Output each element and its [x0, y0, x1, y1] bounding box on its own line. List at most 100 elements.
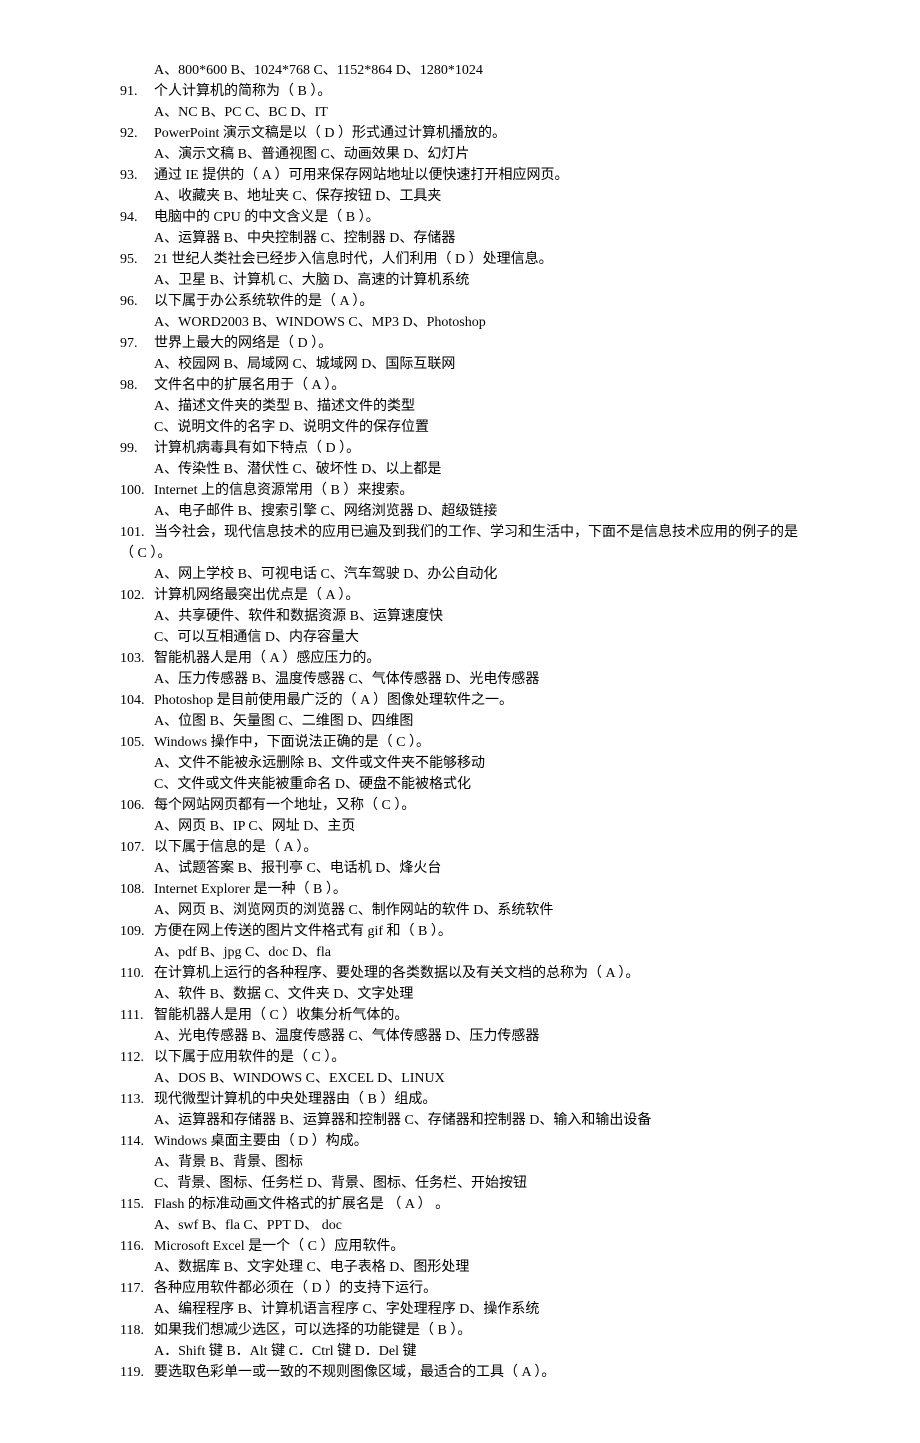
- question-line: 95.21 世纪人类社会已经步入信息时代，人们利用（ D ）处理信息。: [120, 249, 800, 270]
- options-line: A、传染性 B、潜伏性 C、破坏性 D、以上都是: [120, 459, 800, 480]
- question-line: 100.Internet 上的信息资源常用（ B ）来搜索。: [120, 480, 800, 501]
- options-line: A、试题答案 B、报刊亭 C、电话机 D、烽火台: [120, 858, 800, 879]
- options-line: A、文件不能被永远删除 B、文件或文件夹不能够移动: [120, 753, 800, 774]
- question-text: Windows 桌面主要由（ D ）构成。: [154, 1134, 368, 1149]
- question-line: 104.Photoshop 是目前使用最广泛的（ A ）图像处理软件之一。: [120, 690, 800, 711]
- question-text: 世界上最大的网络是（ D ）。: [154, 336, 332, 351]
- options-line: A、运算器 B、中央控制器 C、控制器 D、存储器: [120, 228, 800, 249]
- question-line: 108.Internet Explorer 是一种（ B ）。: [120, 879, 800, 900]
- question-number: 115.: [120, 1194, 154, 1215]
- question-number: 92.: [120, 123, 154, 144]
- options-line: A、WORD2003 B、WINDOWS C、MP3 D、Photoshop: [120, 312, 800, 333]
- question-text: 在计算机上运行的各种程序、要处理的各类数据以及有关文档的总称为（ A ）。: [154, 966, 639, 981]
- question-line: 114.Windows 桌面主要由（ D ）构成。: [120, 1131, 800, 1152]
- options-line: A、演示文稿 B、普通视图 C、动画效果 D、幻灯片: [120, 144, 800, 165]
- question-line: 97.世界上最大的网络是（ D ）。: [120, 333, 800, 354]
- question-number: 116.: [120, 1236, 154, 1257]
- options-line: A、描述文件夹的类型 B、描述文件的类型: [120, 396, 800, 417]
- question-text: 以下属于应用软件的是（ C ）。: [154, 1050, 345, 1065]
- options-line: A、软件 B、数据 C、文件夹 D、文字处理: [120, 984, 800, 1005]
- question-number: 114.: [120, 1131, 154, 1152]
- question-text: 智能机器人是用（ C ）收集分析气体的。: [154, 1008, 408, 1023]
- question-number: 111.: [120, 1005, 154, 1026]
- question-line: 93.通过 IE 提供的（ A ）可用来保存网站地址以便快速打开相应网页。: [120, 165, 800, 186]
- question-number: 99.: [120, 438, 154, 459]
- question-number: 91.: [120, 81, 154, 102]
- question-text: 计算机网络最突出优点是（ A ）。: [154, 588, 359, 603]
- question-number: 113.: [120, 1089, 154, 1110]
- question-line: 119.要选取色彩单一或一致的不规则图像区域，最适合的工具（ A ）。: [120, 1362, 800, 1383]
- question-text: 当今社会，现代信息技术的应用已遍及到我们的工作、学习和生活中，下面不是信息技术应…: [120, 525, 798, 561]
- question-number: 106.: [120, 795, 154, 816]
- question-number: 107.: [120, 837, 154, 858]
- question-line: 105.Windows 操作中，下面说法正确的是（ C ）。: [120, 732, 800, 753]
- question-text: 通过 IE 提供的（ A ）可用来保存网站地址以便快速打开相应网页。: [154, 168, 569, 183]
- question-text: 智能机器人是用（ A ）感应压力的。: [154, 651, 380, 666]
- options-line: A、收藏夹 B、地址夹 C、保存按钮 D、工具夹: [120, 186, 800, 207]
- options-line: A、网页 B、IP C、网址 D、主页: [120, 816, 800, 837]
- question-number: 117.: [120, 1278, 154, 1299]
- question-text: 21 世纪人类社会已经步入信息时代，人们利用（ D ）处理信息。: [154, 252, 553, 267]
- options-line: A、运算器和存储器 B、运算器和控制器 C、存储器和控制器 D、输入和输出设备: [120, 1110, 800, 1131]
- question-line: 92.PowerPoint 演示文稿是以（ D ）形式通过计算机播放的。: [120, 123, 800, 144]
- question-text: Internet 上的信息资源常用（ B ）来搜索。: [154, 483, 413, 498]
- question-line: 112.以下属于应用软件的是（ C ）。: [120, 1047, 800, 1068]
- question-line: 107.以下属于信息的是（ A ）。: [120, 837, 800, 858]
- question-number: 95.: [120, 249, 154, 270]
- question-number: 109.: [120, 921, 154, 942]
- options-line: A、pdf B、jpg C、doc D、fla: [120, 942, 800, 963]
- question-line: 111.智能机器人是用（ C ）收集分析气体的。: [120, 1005, 800, 1026]
- question-line: 110.在计算机上运行的各种程序、要处理的各类数据以及有关文档的总称为（ A ）…: [120, 963, 800, 984]
- question-text: 如果我们想减少选区，可以选择的功能键是（ B ）。: [154, 1323, 471, 1338]
- question-line: 103.智能机器人是用（ A ）感应压力的。: [120, 648, 800, 669]
- options-line: A、网页 B、浏览网页的浏览器 C、制作网站的软件 D、系统软件: [120, 900, 800, 921]
- question-text: Windows 操作中，下面说法正确的是（ C ）。: [154, 735, 430, 750]
- question-line: 116.Microsoft Excel 是一个（ C ）应用软件。: [120, 1236, 800, 1257]
- question-number: 94.: [120, 207, 154, 228]
- options-line: A、校园网 B、局域网 C、城域网 D、国际互联网: [120, 354, 800, 375]
- question-text: Microsoft Excel 是一个（ C ）应用软件。: [154, 1239, 404, 1254]
- options-line: A、NC B、PC C、BC D、IT: [120, 102, 800, 123]
- options-line: A．Shift 键 B．Alt 键 C．Ctrl 键 D．Del 键: [120, 1341, 800, 1362]
- question-number: 110.: [120, 963, 154, 984]
- question-line: 118.如果我们想减少选区，可以选择的功能键是（ B ）。: [120, 1320, 800, 1341]
- question-line: 91.个人计算机的简称为（ B ）。: [120, 81, 800, 102]
- question-text: 计算机病毒具有如下特点（ D ）。: [154, 441, 360, 456]
- question-line: 115.Flash 的标准动画文件格式的扩展名是 （ A ） 。: [120, 1194, 800, 1215]
- question-line: 99.计算机病毒具有如下特点（ D ）。: [120, 438, 800, 459]
- options-line: A、光电传感器 B、温度传感器 C、气体传感器 D、压力传感器: [120, 1026, 800, 1047]
- question-number: 100.: [120, 480, 154, 501]
- question-text: 每个网站网页都有一个地址，又称（ C ）。: [154, 798, 415, 813]
- question-number: 101.: [120, 522, 154, 543]
- question-number: 97.: [120, 333, 154, 354]
- question-text: 以下属于信息的是（ A ）。: [154, 840, 317, 855]
- question-text: 要选取色彩单一或一致的不规则图像区域，最适合的工具（ A ）。: [154, 1365, 555, 1380]
- document-body: A、800*600 B、1024*768 C、1152*864 D、1280*1…: [120, 60, 800, 1383]
- question-line: 102.计算机网络最突出优点是（ A ）。: [120, 585, 800, 606]
- options-line: A、swf B、fla C、PPT D、 doc: [120, 1215, 800, 1236]
- options-line: A、共享硬件、软件和数据资源 B、运算速度快: [120, 606, 800, 627]
- question-number: 98.: [120, 375, 154, 396]
- question-number: 112.: [120, 1047, 154, 1068]
- options-line: A、卫星 B、计算机 C、大脑 D、高速的计算机系统: [120, 270, 800, 291]
- question-text: 以下属于办公系统软件的是（ A ）。: [154, 294, 373, 309]
- options-line: C、说明文件的名字 D、说明文件的保存位置: [120, 417, 800, 438]
- options-line: A、网上学校 B、可视电话 C、汽车驾驶 D、办公自动化: [120, 564, 800, 585]
- question-line: 98.文件名中的扩展名用于（ A ）。: [120, 375, 800, 396]
- question-text: 现代微型计算机的中央处理器由（ B ）组成。: [154, 1092, 436, 1107]
- question-number: 105.: [120, 732, 154, 753]
- options-line: C、背景、图标、任务栏 D、背景、图标、任务栏、开始按钮: [120, 1173, 800, 1194]
- question-text: Internet Explorer 是一种（ B ）。: [154, 882, 347, 897]
- question-line: 94.电脑中的 CPU 的中文含义是（ B ）。: [120, 207, 800, 228]
- question-text: 个人计算机的简称为（ B ）。: [154, 84, 331, 99]
- options-line: A、800*600 B、1024*768 C、1152*864 D、1280*1…: [120, 60, 800, 81]
- question-line: 117.各种应用软件都必须在（ D ）的支持下运行。: [120, 1278, 800, 1299]
- question-line: 96.以下属于办公系统软件的是（ A ）。: [120, 291, 800, 312]
- question-number: 93.: [120, 165, 154, 186]
- question-line: 106.每个网站网页都有一个地址，又称（ C ）。: [120, 795, 800, 816]
- options-line: A、数据库 B、文字处理 C、电子表格 D、图形处理: [120, 1257, 800, 1278]
- question-number: 119.: [120, 1362, 154, 1383]
- options-line: A、编程程序 B、计算机语言程序 C、字处理程序 D、操作系统: [120, 1299, 800, 1320]
- options-line: C、文件或文件夹能被重命名 D、硬盘不能被格式化: [120, 774, 800, 795]
- options-line: A、位图 B、矢量图 C、二维图 D、四维图: [120, 711, 800, 732]
